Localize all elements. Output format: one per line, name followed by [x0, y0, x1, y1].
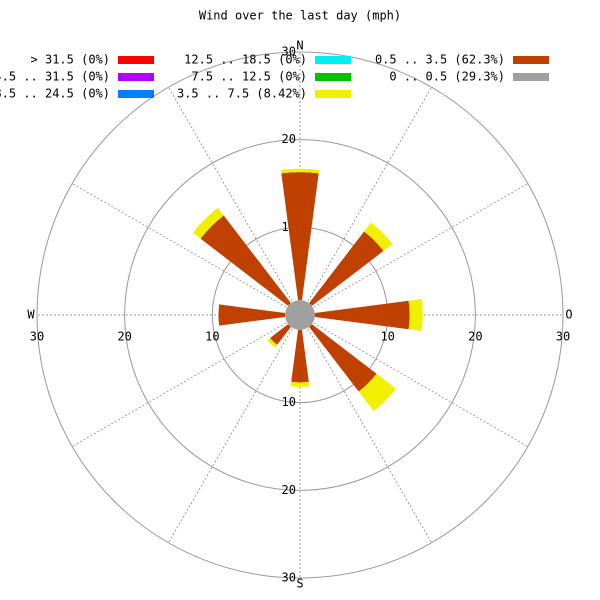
direction-label: N — [296, 39, 303, 53]
legend-label: > 31.5 (0%) — [31, 53, 110, 67]
spoke — [168, 314, 301, 544]
chart-title: Wind over the last day (mph) — [199, 9, 401, 23]
grid-circle — [36, 51, 564, 579]
direction-label: S — [296, 577, 303, 591]
r-tick-label: 10 — [205, 330, 219, 344]
wedge — [291, 329, 309, 383]
legend-swatch — [315, 73, 351, 81]
wedge — [309, 324, 377, 392]
legend-swatch — [513, 56, 549, 64]
wedge — [280, 168, 320, 174]
legend-label: 12.5 .. 18.5 (0%) — [184, 53, 307, 67]
r-tick-label: 30 — [282, 571, 296, 585]
r-tick-label: 10 — [380, 330, 394, 344]
wedge — [309, 231, 384, 306]
wedge — [218, 304, 286, 326]
spoke — [299, 86, 432, 316]
wedge — [192, 207, 224, 239]
spoke — [168, 86, 301, 316]
legend-swatch — [118, 73, 154, 81]
legend-label: 0.5 .. 3.5 (62.3%) — [375, 53, 505, 67]
legend-label: 7.5 .. 12.5 (0%) — [191, 70, 307, 84]
legend-label: 3.5 .. 7.5 (8.42%) — [177, 87, 307, 101]
spoke — [299, 314, 432, 544]
legend-swatch — [513, 73, 549, 81]
wedge — [364, 222, 393, 251]
r-tick-label: 20 — [468, 330, 482, 344]
legend-swatch — [315, 56, 351, 64]
legend-label: 24.5 .. 31.5 (0%) — [0, 70, 110, 84]
legend-swatch — [118, 90, 154, 98]
r-tick-label: 30 — [556, 330, 570, 344]
legend-swatch — [118, 56, 154, 64]
grid-circle — [124, 139, 476, 491]
r-tick-label: 20 — [282, 132, 296, 146]
spoke — [299, 183, 529, 316]
wedge — [408, 298, 423, 332]
calm-circle — [285, 300, 315, 330]
r-tick-label: 20 — [282, 483, 296, 497]
wedge — [290, 381, 310, 387]
r-tick-label: 30 — [30, 330, 44, 344]
spoke — [299, 314, 529, 447]
wedge — [270, 324, 291, 345]
wedge — [281, 172, 319, 301]
spoke — [71, 183, 301, 316]
direction-label: W — [27, 308, 35, 322]
direction-label: O — [565, 308, 572, 322]
legend-label: 0 .. 0.5 (29.3%) — [389, 70, 505, 84]
r-tick-label: 10 — [282, 395, 296, 409]
r-tick-label: 30 — [282, 45, 296, 59]
wedge — [200, 215, 291, 306]
legend-label: 18.5 .. 24.5 (0%) — [0, 87, 110, 101]
wedge — [314, 300, 410, 330]
r-tick-label: 20 — [117, 330, 131, 344]
spoke — [71, 314, 301, 447]
wedge — [358, 373, 396, 411]
legend-swatch — [315, 90, 351, 98]
wedge — [267, 337, 278, 348]
